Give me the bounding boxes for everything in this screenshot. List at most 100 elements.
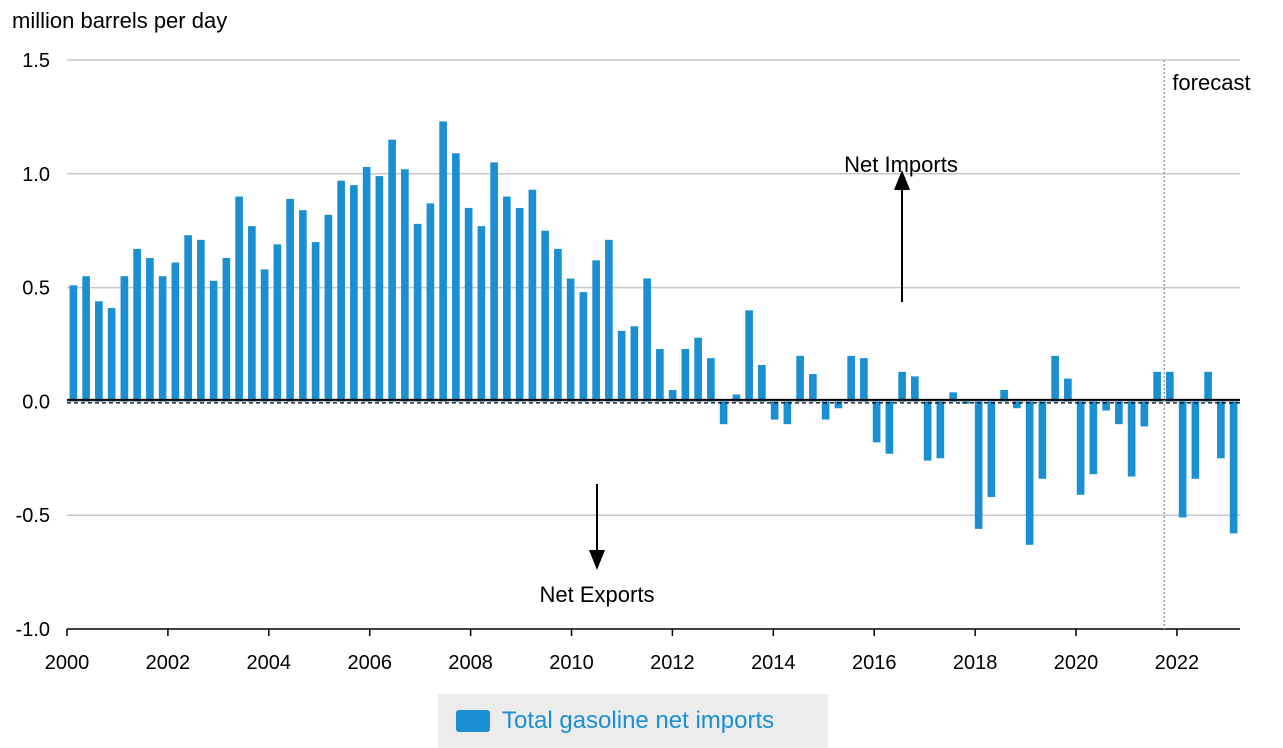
bar: [515, 207, 524, 402]
bar: [1153, 371, 1161, 402]
bar: [209, 280, 218, 402]
bar: [1229, 401, 1238, 534]
x-tick-label: 2014: [751, 652, 796, 674]
bar: [1217, 401, 1225, 459]
bar: [184, 235, 192, 402]
bar: [554, 248, 562, 402]
bar: [592, 260, 600, 402]
bar: [1191, 401, 1200, 479]
bar: [936, 401, 945, 459]
bar: [668, 390, 677, 402]
bar: [758, 364, 766, 402]
bar: [872, 401, 881, 443]
legend: Total gasoline net imports: [438, 694, 828, 748]
legend-label: Total gasoline net imports: [502, 707, 775, 734]
bar: [350, 185, 358, 402]
bar: [158, 276, 167, 402]
bar: [337, 180, 345, 402]
x-tick-label: 2016: [852, 652, 897, 674]
bar: [681, 349, 690, 402]
bar: [439, 121, 447, 402]
bar: [605, 239, 613, 402]
bar: [1089, 401, 1098, 475]
bar: [1102, 401, 1110, 411]
bar: [248, 226, 256, 402]
bar: [821, 401, 830, 420]
bar: [1115, 401, 1123, 425]
bar: [311, 242, 320, 402]
bar: [464, 207, 473, 402]
bar: [1038, 401, 1047, 479]
bar: [222, 258, 231, 402]
bar: [911, 376, 919, 402]
y-tick-label: 1.0: [22, 164, 50, 186]
x-tick-label: 2020: [1054, 652, 1099, 674]
bar: [503, 196, 511, 402]
bar: [1178, 401, 1187, 518]
bar: [324, 214, 333, 402]
bar: [426, 203, 435, 402]
bar: [1013, 401, 1021, 409]
bar: [566, 278, 575, 402]
bar: [949, 392, 957, 402]
bar: [69, 285, 78, 402]
net-exports-label: Net Exports: [540, 582, 655, 607]
x-tick-label: 2006: [347, 652, 392, 674]
x-tick-label: 2002: [146, 652, 191, 674]
bar: [796, 355, 804, 402]
bar: [630, 326, 639, 402]
bar: [579, 292, 588, 402]
bar: [987, 401, 996, 497]
bar: [1140, 401, 1149, 427]
bar: [1204, 371, 1212, 402]
bar: [375, 176, 384, 402]
x-tick-label: 2010: [549, 652, 594, 674]
bar: [923, 401, 932, 461]
bar: [452, 153, 460, 402]
bar: [1076, 401, 1085, 495]
x-tick-label: 2018: [953, 652, 998, 674]
bar: [528, 189, 537, 402]
bar: [834, 401, 843, 409]
bar: [860, 358, 868, 402]
bar: [1000, 390, 1008, 402]
y-tick-label: -1.0: [16, 619, 50, 641]
y-tick-label: 0.5: [22, 278, 50, 300]
bar: [273, 244, 282, 402]
bar: [146, 258, 154, 402]
y-tick-label: 0.0: [22, 391, 50, 413]
bar: [235, 196, 243, 402]
x-tick-label: 2004: [247, 652, 292, 674]
bar: [809, 374, 817, 402]
bar: [656, 349, 664, 402]
bar: [107, 308, 116, 402]
bar: [770, 401, 779, 420]
bar: [745, 310, 753, 402]
bar: [1127, 401, 1136, 477]
bar: [120, 276, 129, 402]
bar: [783, 401, 792, 425]
bar: [1051, 355, 1059, 402]
x-tick-label: 2022: [1155, 652, 1200, 674]
bar: [1064, 378, 1072, 402]
y-tick-label: 1.5: [22, 50, 50, 72]
bar: [885, 401, 894, 454]
bar: [541, 230, 549, 402]
bar: [974, 401, 983, 529]
bar: [260, 269, 269, 402]
bar: [617, 330, 626, 402]
bar: [1025, 401, 1034, 545]
bar: [362, 166, 371, 402]
bar: [413, 223, 422, 402]
bar: [82, 276, 90, 402]
y-axis-label: million barrels per day: [12, 8, 228, 33]
bar: [388, 139, 396, 402]
bar: [898, 371, 906, 402]
bar: [95, 301, 103, 402]
bar: [719, 401, 728, 425]
bar: [286, 198, 294, 402]
bar: [133, 248, 141, 402]
bar: [847, 355, 855, 402]
legend-swatch: [456, 710, 490, 732]
bar: [401, 169, 409, 402]
